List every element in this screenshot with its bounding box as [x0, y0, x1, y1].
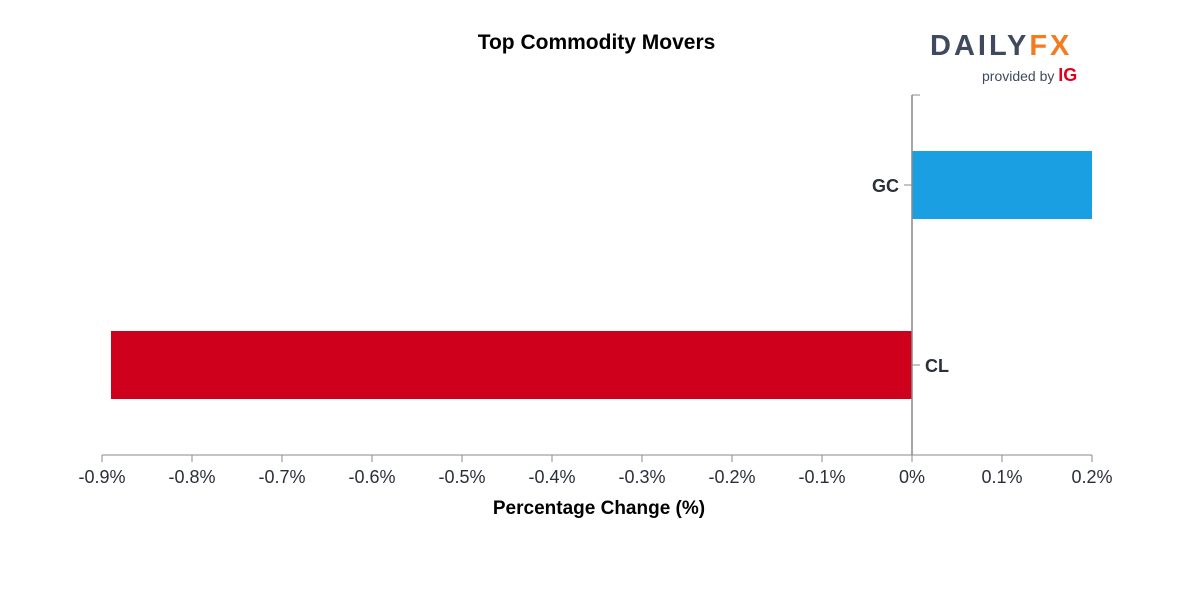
- logo-provided-by: provided by IG: [982, 65, 1077, 86]
- provided-by-text: provided by: [982, 68, 1055, 84]
- x-tick-label: -0.1%: [798, 467, 845, 487]
- ig-logo-text: IG: [1058, 65, 1078, 85]
- x-tick-label: -0.4%: [528, 467, 575, 487]
- bar-gc: [912, 151, 1092, 219]
- x-tick-label: -0.6%: [348, 467, 395, 487]
- logo-fx-text: FX: [1029, 30, 1073, 62]
- x-tick-label: -0.5%: [438, 467, 485, 487]
- x-tick-label: 0.2%: [1071, 467, 1112, 487]
- x-tick-label: -0.2%: [708, 467, 755, 487]
- category-label-cl: CL: [925, 356, 949, 376]
- x-tick-label: -0.3%: [618, 467, 665, 487]
- category-label-gc: GC: [872, 176, 899, 196]
- dailyfx-logo: DAILYFX provided by IG: [930, 30, 1100, 90]
- x-axis-title: Percentage Change (%): [493, 498, 705, 519]
- logo-wordmark: DAILYFX: [930, 30, 1072, 63]
- bar-cl: [111, 331, 912, 399]
- x-tick-label: -0.9%: [78, 467, 125, 487]
- x-tick-label: -0.7%: [258, 467, 305, 487]
- x-tick-label: 0%: [899, 467, 925, 487]
- logo-daily-text: DAILY: [930, 30, 1030, 62]
- chart-title: Top Commodity Movers: [477, 31, 716, 54]
- x-tick-label: 0.1%: [981, 467, 1022, 487]
- x-tick-label: -0.8%: [168, 467, 215, 487]
